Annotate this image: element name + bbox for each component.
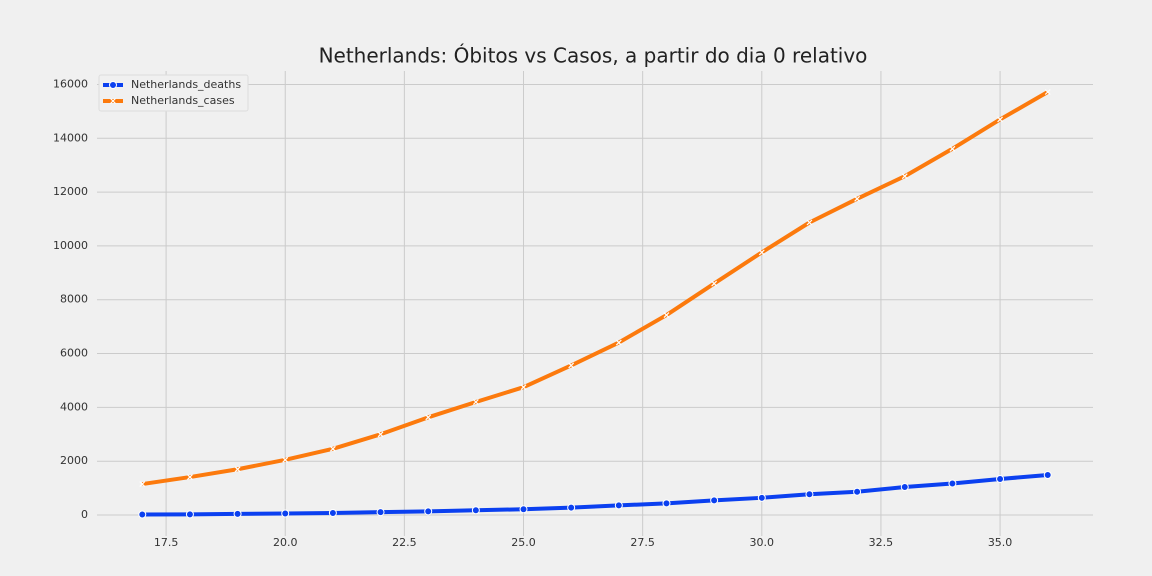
legend-label: Netherlands_deaths bbox=[131, 78, 241, 91]
x-tick-label: 32.5 bbox=[869, 536, 894, 549]
point bbox=[233, 509, 242, 518]
point bbox=[281, 509, 290, 518]
y-tick-label: 0 bbox=[81, 508, 88, 521]
point bbox=[472, 399, 479, 405]
point bbox=[853, 487, 862, 496]
point bbox=[900, 483, 909, 492]
point bbox=[376, 508, 385, 517]
x-tick-label: 35.0 bbox=[988, 536, 1013, 549]
x-tick-label: 25.0 bbox=[511, 536, 536, 549]
point bbox=[377, 431, 384, 438]
legend-marker bbox=[110, 98, 116, 104]
point bbox=[329, 445, 336, 452]
point bbox=[234, 466, 241, 473]
point bbox=[758, 249, 765, 256]
point bbox=[139, 481, 146, 487]
point bbox=[663, 312, 670, 318]
point bbox=[711, 280, 718, 287]
point bbox=[901, 173, 908, 180]
point bbox=[805, 490, 814, 499]
x-tick-label: 17.5 bbox=[154, 536, 179, 549]
point bbox=[520, 384, 527, 391]
y-tick-label: 16000 bbox=[53, 77, 88, 90]
y-tick-label: 12000 bbox=[53, 185, 88, 198]
point bbox=[282, 456, 289, 463]
point bbox=[185, 510, 194, 519]
y-tick-label: 6000 bbox=[60, 347, 88, 360]
y-tick-label: 4000 bbox=[60, 400, 88, 413]
y-tick-label: 8000 bbox=[60, 293, 88, 306]
series-line bbox=[141, 90, 1049, 487]
legend-label: Netherlands_cases bbox=[131, 94, 235, 107]
point bbox=[757, 493, 766, 502]
point bbox=[662, 499, 671, 508]
point bbox=[187, 474, 193, 480]
point bbox=[949, 145, 956, 152]
point bbox=[519, 505, 528, 514]
point bbox=[854, 195, 861, 202]
point bbox=[996, 474, 1005, 483]
point bbox=[424, 507, 433, 516]
series-line bbox=[142, 473, 1048, 517]
x-tick-label: 22.5 bbox=[392, 536, 417, 549]
point bbox=[138, 510, 147, 519]
legend-marker bbox=[109, 81, 117, 89]
point bbox=[1044, 89, 1051, 95]
point bbox=[567, 503, 576, 512]
point bbox=[471, 506, 480, 515]
point bbox=[615, 339, 622, 346]
point bbox=[328, 508, 337, 517]
point bbox=[997, 116, 1003, 123]
x-tick-label: 30.0 bbox=[750, 536, 775, 549]
y-tick-label: 10000 bbox=[53, 239, 88, 252]
point bbox=[425, 414, 432, 421]
point bbox=[806, 219, 813, 226]
x-tick-label: 27.5 bbox=[630, 536, 655, 549]
legend-box bbox=[98, 74, 249, 112]
point bbox=[948, 479, 957, 488]
y-tick-label: 2000 bbox=[60, 454, 88, 467]
x-tick-label: 20.0 bbox=[273, 536, 298, 549]
chart-title: Netherlands: Óbitos vs Casos, a partir d… bbox=[319, 44, 868, 68]
point bbox=[568, 362, 575, 369]
point bbox=[1043, 470, 1052, 479]
point bbox=[710, 496, 719, 505]
point bbox=[614, 501, 623, 510]
y-tick-label: 14000 bbox=[53, 131, 88, 144]
